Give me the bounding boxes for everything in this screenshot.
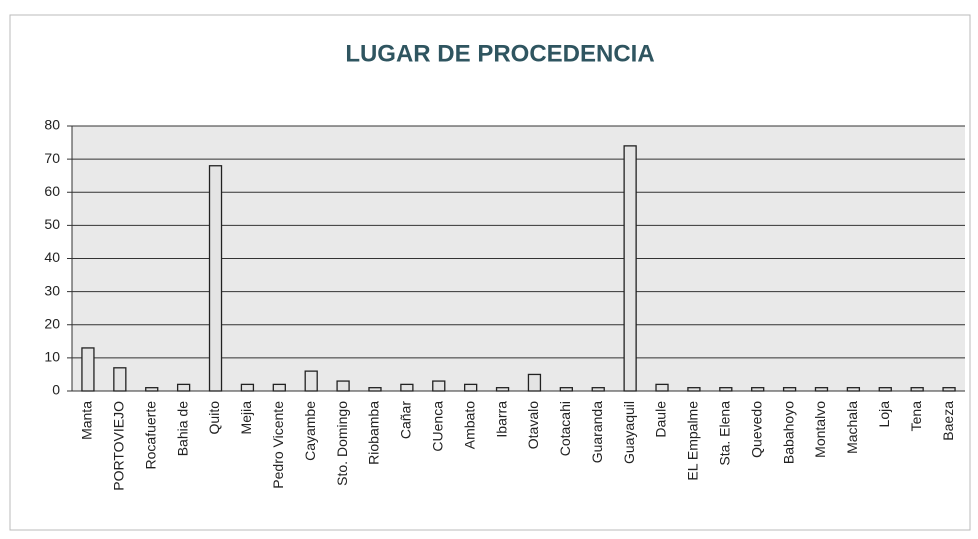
y-tick-label: 0 xyxy=(52,382,60,398)
x-tick-label: Cotacahi xyxy=(557,401,573,456)
bar xyxy=(782,387,797,392)
bar xyxy=(240,383,255,392)
x-tick-label: Otavalo xyxy=(525,401,541,449)
bar xyxy=(272,383,286,392)
bar xyxy=(559,387,573,392)
y-tick-label: 60 xyxy=(44,183,60,199)
x-tick-label: Daule xyxy=(653,401,669,438)
bar xyxy=(846,387,861,392)
bar xyxy=(113,367,127,392)
x-tick-label: Riobamba xyxy=(366,401,382,465)
bar xyxy=(145,387,159,392)
y-tick-label: 20 xyxy=(44,315,60,331)
bar xyxy=(942,387,956,392)
x-tick-label: Babahoyo xyxy=(780,401,796,464)
bar xyxy=(304,370,318,392)
x-tick-label: Quito xyxy=(206,401,222,435)
y-tick-label: 30 xyxy=(44,282,60,298)
bar xyxy=(751,387,765,392)
bar xyxy=(464,383,478,392)
bar xyxy=(527,373,542,392)
bar xyxy=(336,380,350,392)
chart-title: LUGAR DE PROCEDENCIA xyxy=(345,40,654,67)
x-tick-label: Cayambe xyxy=(302,401,318,461)
x-tick-label: Rocafuerte xyxy=(142,401,158,470)
x-tick-label: Ambato xyxy=(461,401,477,449)
bar xyxy=(432,380,446,392)
y-tick-label: 50 xyxy=(44,216,60,232)
bar xyxy=(368,387,382,392)
x-tick-label: Quevedo xyxy=(748,401,764,458)
x-tick-label: Mejia xyxy=(238,401,254,435)
bar xyxy=(719,387,733,392)
bar xyxy=(495,387,510,392)
bar xyxy=(655,383,669,392)
x-tick-label: Bahia de xyxy=(174,401,190,456)
bar xyxy=(176,383,191,392)
x-tick-label: PORTOVIEJO xyxy=(111,401,127,491)
bar xyxy=(81,347,95,392)
x-tick-label: Ibarra xyxy=(493,401,509,438)
y-tick-label: 10 xyxy=(44,349,60,365)
bar xyxy=(814,387,829,392)
bar xyxy=(208,165,223,392)
x-tick-label: Montalvo xyxy=(812,401,828,458)
x-tick-label: Machala xyxy=(844,401,860,454)
x-tick-label: Sto. Domingo xyxy=(334,401,350,486)
y-tick-label: 40 xyxy=(44,249,60,265)
x-tick-label: Guayaquil xyxy=(621,401,637,464)
bar xyxy=(687,387,701,392)
y-tick-label: 70 xyxy=(44,150,60,166)
bar xyxy=(623,145,637,392)
x-tick-label: EL Empalme xyxy=(685,401,701,481)
bar xyxy=(591,387,605,392)
x-tick-label: Cañar xyxy=(398,401,414,439)
x-tick-label: Guaranda xyxy=(589,401,605,463)
x-tick-label: Baeza xyxy=(940,401,956,441)
bar xyxy=(400,383,414,392)
x-tick-label: Sta. Elena xyxy=(717,401,733,466)
x-tick-label: Tena xyxy=(908,401,924,432)
bar xyxy=(878,387,892,392)
x-tick-label: Manta xyxy=(79,401,95,440)
x-tick-label: Pedro Vicente xyxy=(270,401,286,489)
y-tick-label: 80 xyxy=(44,117,60,133)
x-tick-label: CUenca xyxy=(429,401,445,452)
bar xyxy=(910,387,924,392)
x-tick-label: Loja xyxy=(876,401,892,428)
